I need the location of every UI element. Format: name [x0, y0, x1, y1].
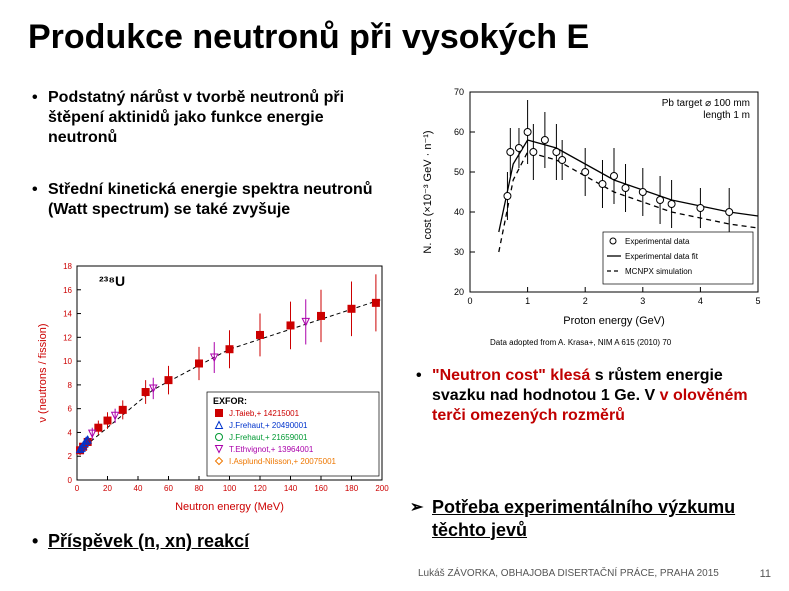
svg-text:12: 12: [63, 333, 72, 342]
svg-text:60: 60: [454, 127, 464, 137]
svg-text:16: 16: [63, 286, 72, 295]
bullet-4-text: Potřeba experimentálního výzkumu těchto …: [432, 497, 735, 540]
svg-text:20: 20: [103, 484, 112, 493]
chart-neutron-cost: 0 1 2 3 4 5 20 30 40 50 60 70 Proton energy (GeV) N. …: [415, 80, 770, 332]
chart-credit: Data adopted from A. Krasa+, NIM A 615 (…: [490, 338, 671, 347]
bullet-1-text: Podstatný nárůst v tvorbě neutronů při š…: [48, 89, 344, 146]
svg-text:EXFOR:: EXFOR:: [213, 396, 247, 406]
svg-text:Proton energy (GeV): Proton energy (GeV): [563, 315, 665, 327]
svg-text:40: 40: [454, 207, 464, 217]
svg-text:Neutron energy (MeV): Neutron energy (MeV): [175, 501, 284, 513]
svg-text:0: 0: [75, 484, 80, 493]
svg-text:120: 120: [253, 484, 267, 493]
svg-text:N. cost (×10⁻³ GeV · n⁻¹): N. cost (×10⁻³ GeV · n⁻¹): [422, 130, 434, 253]
svg-text:Experimental data: Experimental data: [625, 237, 690, 246]
bullet-3-lead: "Neutron cost" klesá: [432, 367, 590, 384]
svg-text:200: 200: [375, 484, 389, 493]
svg-text:40: 40: [134, 484, 143, 493]
svg-text:80: 80: [195, 484, 204, 493]
svg-text:60: 60: [164, 484, 173, 493]
bullet-5: • Příspěvek (n, xn) reakcí: [48, 530, 368, 553]
svg-text:100: 100: [223, 484, 237, 493]
svg-text:6: 6: [68, 405, 73, 414]
bullet-4: ➢ Potřeba experimentálního výzkumu těcht…: [432, 496, 752, 541]
bullet-dot: •: [32, 530, 38, 553]
svg-text:10: 10: [63, 357, 72, 366]
bullet-2-text: Střední kinetická energie spektra neutro…: [48, 181, 373, 218]
bullet-2: • Střední kinetická energie spektra neut…: [48, 180, 396, 220]
svg-text:I.Asplund-Nilsson,+ 20075001: I.Asplund-Nilsson,+ 20075001: [229, 457, 337, 466]
svg-text:4: 4: [68, 428, 73, 437]
svg-text:J.Frehaut,+ 21659001: J.Frehaut,+ 21659001: [229, 433, 308, 442]
svg-text:5: 5: [755, 296, 760, 306]
chart-nu-vs-energy: 0 20 40 60 80 100 120 140 160 180 200 0 2 4 6 8 10 12 14 16…: [32, 256, 392, 516]
slide: Produkce neutronů při vysokých E • Podst…: [0, 0, 789, 591]
svg-text:140: 140: [284, 484, 298, 493]
svg-text:160: 160: [314, 484, 328, 493]
svg-text:0: 0: [68, 476, 73, 485]
bullet-5-text: Příspěvek (n, xn) reakcí: [48, 531, 249, 551]
svg-text:MCNPX simulation: MCNPX simulation: [625, 267, 692, 276]
svg-text:30: 30: [454, 247, 464, 257]
slide-title: Produkce neutronů při vysokých E: [28, 18, 589, 57]
svg-text:14: 14: [63, 310, 72, 319]
bullet-3: • "Neutron cost" klesá s růstem energie …: [432, 366, 772, 426]
svg-text:T.Ethvignot,+ 13964001: T.Ethvignot,+ 13964001: [229, 445, 314, 454]
svg-text:4: 4: [698, 296, 703, 306]
page-number: 11: [760, 568, 771, 580]
svg-text:length 1 m: length 1 m: [703, 110, 750, 121]
svg-text:3: 3: [640, 296, 645, 306]
bullet-dot: •: [416, 366, 422, 386]
svg-text:2: 2: [68, 452, 73, 461]
svg-text:8: 8: [68, 381, 73, 390]
svg-text:Experimental data fit: Experimental data fit: [625, 252, 699, 261]
bullet-dot: •: [32, 88, 38, 108]
svg-text:70: 70: [454, 87, 464, 97]
svg-text:0: 0: [467, 296, 472, 306]
footer-text: Lukáš ZÁVORKA, OBHAJOBA DISERTAČNÍ PRÁCE…: [418, 568, 719, 579]
svg-text:20: 20: [454, 287, 464, 297]
svg-text:18: 18: [63, 262, 72, 271]
svg-text:2: 2: [583, 296, 588, 306]
svg-text:²³⁸U: ²³⁸U: [99, 273, 125, 289]
bullet-dot: •: [32, 180, 38, 200]
svg-text:1: 1: [525, 296, 530, 306]
arrow-icon: ➢: [410, 498, 423, 518]
svg-text:J.Taieb,+ 14215001: J.Taieb,+ 14215001: [229, 409, 300, 418]
svg-text:ν (neutrons / fission): ν (neutrons / fission): [37, 323, 49, 422]
svg-text:Pb target ⌀ 100 mm: Pb target ⌀ 100 mm: [662, 98, 750, 109]
svg-text:J.Frehaut,+ 20490001: J.Frehaut,+ 20490001: [229, 421, 308, 430]
svg-text:180: 180: [345, 484, 359, 493]
svg-text:50: 50: [454, 167, 464, 177]
bullet-1: • Podstatný nárůst v tvorbě neutronů při…: [48, 88, 378, 148]
